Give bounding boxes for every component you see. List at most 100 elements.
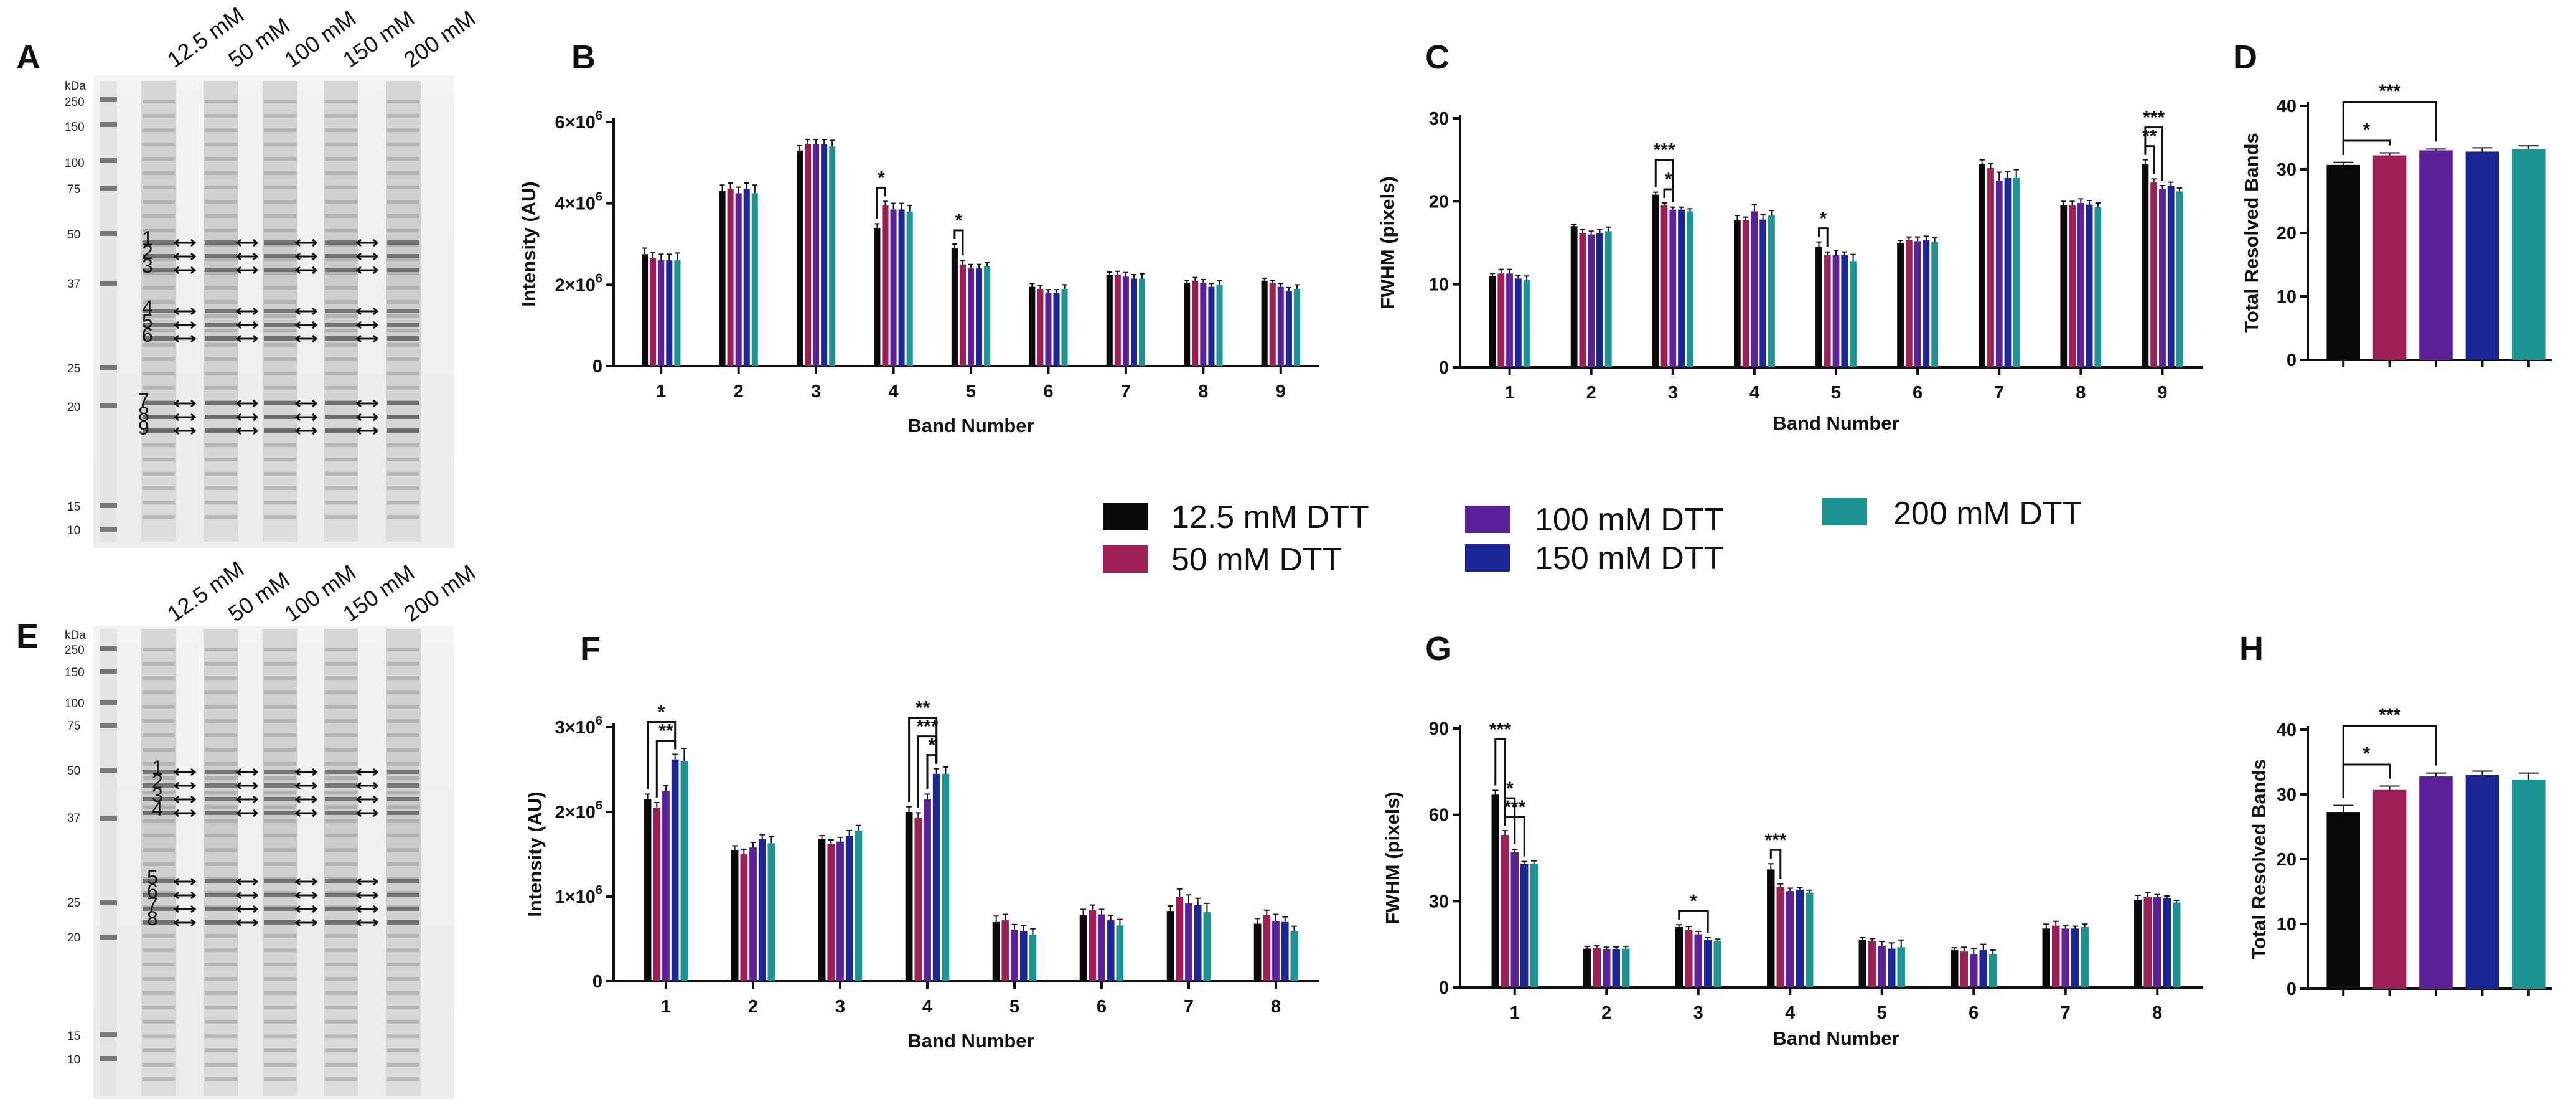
ladder-band <box>100 768 117 773</box>
double-arrow-icon <box>294 795 318 804</box>
significance-bracket <box>2342 725 2437 798</box>
gel-band <box>325 719 357 723</box>
gel-band <box>143 879 175 883</box>
y-tick-exponent: 6 <box>596 883 602 897</box>
gel-band <box>264 1006 296 1009</box>
gel-band <box>325 934 357 938</box>
gel-band <box>264 171 296 175</box>
bar <box>1703 940 1712 987</box>
bar <box>1960 951 1969 987</box>
gel-band <box>325 229 357 232</box>
gel-band <box>143 770 175 774</box>
gel-band <box>325 991 357 995</box>
double-arrow-icon <box>355 307 379 316</box>
gel-band <box>325 186 357 189</box>
bar <box>2465 775 2499 989</box>
significance-bracket <box>1769 849 1782 879</box>
gel-band <box>387 877 419 880</box>
x-tick-label: 1 <box>661 997 671 1017</box>
bar <box>1603 949 1611 987</box>
kda-title: kDa <box>65 629 86 642</box>
bar <box>758 839 766 981</box>
gel-band <box>264 309 296 313</box>
panel-letter-a: A <box>16 39 40 76</box>
bar <box>1970 954 1978 987</box>
y-tick-label: 1×106 <box>555 883 602 907</box>
bar <box>1079 915 1087 981</box>
gel-band <box>205 336 237 341</box>
double-arrow-icon <box>355 781 379 790</box>
gel-band <box>264 907 296 911</box>
y-axis-title: Total Resolved Bands <box>2241 133 2262 333</box>
kda-marker: 50 <box>67 765 80 778</box>
bar <box>1194 905 1202 981</box>
gel-band <box>264 648 296 651</box>
band-number: 1 <box>152 756 163 779</box>
significance-bracket <box>647 721 677 789</box>
gel-band <box>143 748 175 752</box>
bar <box>1850 261 1857 367</box>
gel-band <box>387 386 419 390</box>
bar <box>2052 925 2060 987</box>
gel-band <box>264 920 296 925</box>
gel-band <box>325 770 357 774</box>
bar <box>740 854 748 981</box>
ladder-band <box>100 527 117 532</box>
kda-marker: 150 <box>65 121 85 134</box>
gel-band <box>325 515 357 519</box>
bar <box>2512 780 2546 989</box>
gel-band <box>205 214 237 218</box>
gel-band <box>205 309 237 313</box>
double-arrow-icon <box>355 891 379 900</box>
y-tick-exponent: 6 <box>596 191 602 204</box>
legend: 12.5 mM DTT 50 mM DTT 100 mM DTT 150 mM … <box>1103 496 2082 578</box>
double-arrow-icon <box>235 238 259 247</box>
bar <box>2172 902 2181 987</box>
significance-bracket <box>1817 227 1829 247</box>
double-arrow-icon <box>355 918 379 927</box>
double-arrow-icon <box>235 307 259 316</box>
gel-band <box>325 300 357 304</box>
double-arrow-icon <box>355 238 379 247</box>
gel-band <box>205 314 237 318</box>
gel-band <box>264 257 296 261</box>
double-arrow-icon <box>173 413 197 422</box>
bar <box>1200 283 1207 366</box>
significance-bracket <box>1678 910 1709 933</box>
gel-band <box>387 401 419 405</box>
x-tick-label: 2 <box>734 382 744 402</box>
gel-band <box>325 797 357 801</box>
significance-label: * <box>2363 120 2371 140</box>
bar <box>2372 789 2407 989</box>
bar <box>1593 948 1601 987</box>
gel-band <box>325 214 357 218</box>
gel-band <box>387 834 419 837</box>
ladder-band <box>100 122 117 127</box>
double-arrow-icon <box>235 795 259 804</box>
bar <box>1588 234 1595 367</box>
gel-band <box>143 690 175 694</box>
gel-band <box>325 268 357 272</box>
x-tick-label: 5 <box>966 382 976 402</box>
legend-label: 50 mM DTT <box>1171 542 1342 578</box>
bar <box>1878 945 1886 987</box>
gel-band <box>387 963 419 966</box>
gel-band <box>205 329 237 332</box>
gel-band <box>387 271 419 275</box>
bar <box>1678 209 1685 367</box>
x-tick-label: 5 <box>1877 1003 1887 1023</box>
gel-band <box>325 458 357 461</box>
gel-band <box>264 783 296 788</box>
gel-band <box>387 309 419 313</box>
gel-band <box>325 443 357 447</box>
gel-band <box>205 877 237 880</box>
y-tick-label: 10 <box>1429 275 1449 295</box>
gel-band <box>205 805 237 809</box>
gel-band <box>143 254 175 258</box>
gel-band <box>264 443 296 447</box>
bar <box>845 836 853 981</box>
significance-label: *** <box>916 717 938 737</box>
kda-marker: 10 <box>67 524 80 537</box>
gel-band <box>143 114 175 118</box>
